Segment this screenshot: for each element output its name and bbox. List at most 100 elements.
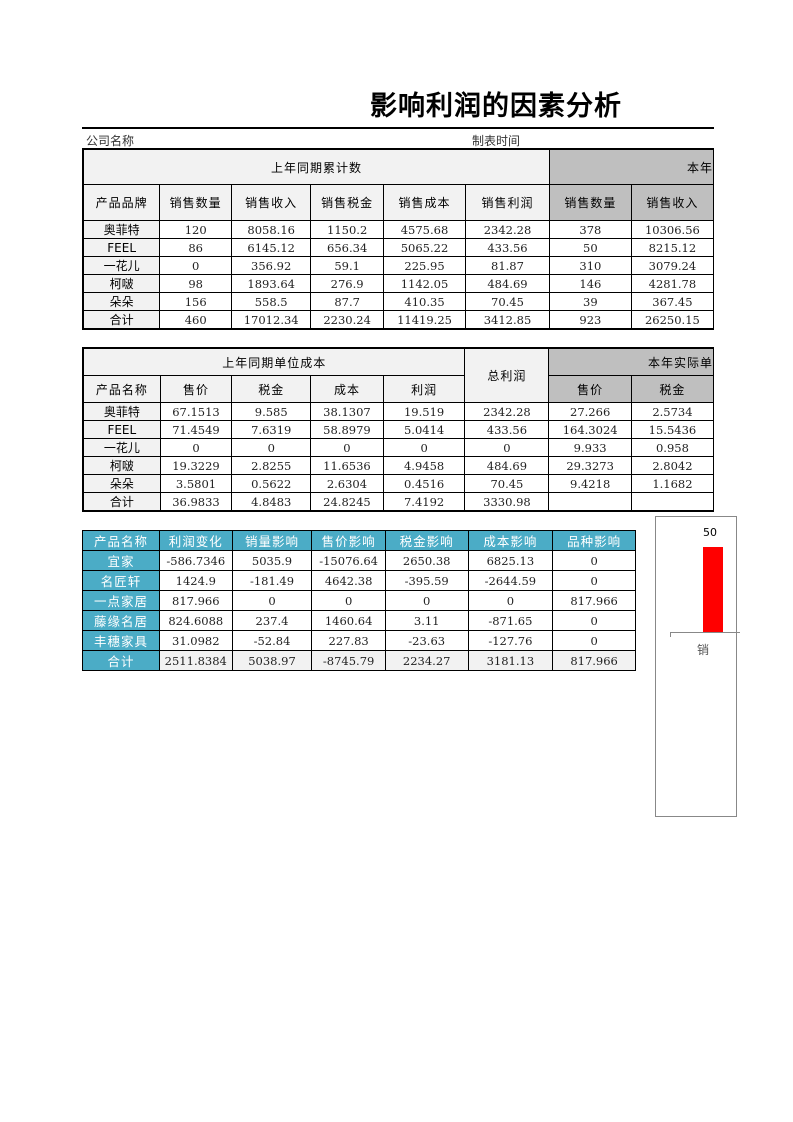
table-cell[interactable]: -871.65	[467, 610, 554, 631]
table-cell[interactable]: 0	[310, 438, 384, 457]
table-cell[interactable]: -586.7346	[159, 550, 233, 571]
table-cell[interactable]: 3.5801	[159, 474, 233, 493]
table-cell[interactable]: 藤缘名居	[82, 610, 160, 631]
table-cell[interactable]: 0	[311, 590, 386, 611]
table-cell[interactable]: 2511.8384	[159, 650, 233, 671]
table-cell[interactable]: 433.56	[465, 238, 550, 257]
table-cell[interactable]: 9.585	[231, 402, 312, 421]
column-header[interactable]: 销量影响	[231, 530, 313, 551]
table-cell[interactable]: 923	[548, 310, 632, 330]
table-cell[interactable]: 11419.25	[382, 310, 467, 330]
table-cell[interactable]: 奥菲特	[82, 402, 161, 421]
table-cell[interactable]: 3181.13	[467, 650, 554, 671]
table-cell[interactable]: 656.34	[310, 238, 384, 257]
table-cell[interactable]: 2342.28	[464, 402, 550, 421]
column-header[interactable]: 销售利润	[465, 184, 550, 221]
column-header[interactable]: 利润	[382, 375, 466, 403]
column-header[interactable]: 售价影响	[311, 530, 386, 551]
table-cell[interactable]: 合计	[82, 492, 161, 512]
table-cell[interactable]: 433.56	[464, 420, 550, 439]
table-cell[interactable]: 1424.9	[159, 570, 233, 591]
column-header[interactable]: 销售成本	[382, 184, 467, 221]
table-cell[interactable]: 39	[548, 292, 632, 311]
table-cell[interactable]: 0	[552, 550, 636, 571]
table-cell[interactable]: 29.3273	[548, 456, 632, 475]
column-header[interactable]: 产品名称	[82, 375, 161, 403]
column-header[interactable]: 产品名称	[82, 530, 160, 551]
table-cell[interactable]: 460	[159, 310, 233, 330]
table-cell[interactable]: 1893.64	[231, 274, 312, 293]
table-cell[interactable]: 5038.97	[231, 650, 313, 671]
table-cell[interactable]: -395.59	[384, 570, 469, 591]
table-cell[interactable]: 名匠轩	[82, 570, 160, 591]
table-cell[interactable]: 87.7	[310, 292, 384, 311]
table-cell[interactable]: 58.8979	[310, 420, 384, 439]
column-header[interactable]: 利润变化	[159, 530, 233, 551]
table-cell[interactable]: 朵朵	[82, 292, 161, 311]
group-header-prev[interactable]: 上年同期单位成本	[82, 347, 466, 376]
table-cell[interactable]: 817.966	[552, 590, 636, 611]
table-cell[interactable]: 36.9833	[159, 492, 233, 512]
table-cell[interactable]: 9.933	[548, 438, 632, 457]
column-header[interactable]: 品种影响	[552, 530, 636, 551]
column-header[interactable]: 税金影响	[384, 530, 469, 551]
table-cell[interactable]: 484.69	[465, 274, 550, 293]
table-cell[interactable]: 5.0414	[382, 420, 466, 439]
table-cell[interactable]: 10306.56	[630, 220, 714, 239]
table-cell[interactable]: 6145.12	[231, 238, 312, 257]
table-cell[interactable]: 一花儿	[82, 256, 161, 275]
table-cell[interactable]: -8745.79	[311, 650, 386, 671]
table-cell[interactable]: -23.63	[384, 630, 469, 651]
table-cell[interactable]: 7.4192	[382, 492, 466, 512]
table-cell[interactable]: 67.1513	[159, 402, 233, 421]
table-cell[interactable]: 156	[159, 292, 233, 311]
table-cell[interactable]	[548, 492, 632, 512]
table-cell[interactable]: 98	[159, 274, 233, 293]
table-cell[interactable]: 824.6088	[159, 610, 233, 631]
table-cell[interactable]: 0	[231, 438, 312, 457]
table-cell[interactable]: 1142.05	[382, 274, 467, 293]
table-cell[interactable]: 0.5622	[231, 474, 312, 493]
table-cell[interactable]: 4.8483	[231, 492, 312, 512]
table-cell[interactable]: 3079.24	[630, 256, 714, 275]
table-cell[interactable]: 0	[552, 630, 636, 651]
table-cell[interactable]: FEEL	[82, 420, 161, 439]
table-cell[interactable]: 27.266	[548, 402, 632, 421]
table-cell[interactable]: 5065.22	[382, 238, 467, 257]
table-cell[interactable]: 7.6319	[231, 420, 312, 439]
table-cell[interactable]: 5035.9	[231, 550, 313, 571]
table-cell[interactable]: 2.6304	[310, 474, 384, 493]
table-cell[interactable]: 59.1	[310, 256, 384, 275]
table-cell[interactable]: 4642.38	[311, 570, 386, 591]
table-cell[interactable]: 1.1682	[630, 474, 714, 493]
table-cell[interactable]: 367.45	[630, 292, 714, 311]
factor-chart[interactable]: 50 销	[655, 516, 740, 817]
table-cell[interactable]: 71.4549	[159, 420, 233, 439]
table-cell[interactable]: 0	[552, 570, 636, 591]
table-cell[interactable]: 0	[159, 438, 233, 457]
table-cell[interactable]: 丰穗家具	[82, 630, 160, 651]
table-cell[interactable]: 奥菲特	[82, 220, 161, 239]
column-header[interactable]: 销售数量	[159, 184, 233, 221]
table-cell[interactable]: 3.11	[384, 610, 469, 631]
table-cell[interactable]: -181.49	[231, 570, 313, 591]
table-cell[interactable]: 3330.98	[464, 492, 550, 512]
table-cell[interactable]: 31.0982	[159, 630, 233, 651]
table-cell[interactable]: 一点家居	[82, 590, 160, 611]
column-header[interactable]: 税金	[231, 375, 312, 403]
table-cell[interactable]: 0	[464, 438, 550, 457]
table-cell[interactable]: 3412.85	[465, 310, 550, 330]
table-cell[interactable]: 70.45	[465, 292, 550, 311]
table-cell[interactable]: 2.5734	[630, 402, 714, 421]
table-cell[interactable]: 817.966	[552, 650, 636, 671]
table-cell[interactable]: 24.8245	[310, 492, 384, 512]
table-cell[interactable]: 19.519	[382, 402, 466, 421]
column-header[interactable]: 售价	[548, 375, 632, 403]
table-cell[interactable]: 柯啵	[82, 456, 161, 475]
table-cell[interactable]: 合计	[82, 650, 160, 671]
table-cell[interactable]: 11.6536	[310, 456, 384, 475]
group-header-prev[interactable]: 上年同期累计数	[82, 148, 550, 185]
column-header[interactable]: 销售数量	[548, 184, 632, 221]
table-cell[interactable]: -2644.59	[467, 570, 554, 591]
table-cell[interactable]: 一花儿	[82, 438, 161, 457]
